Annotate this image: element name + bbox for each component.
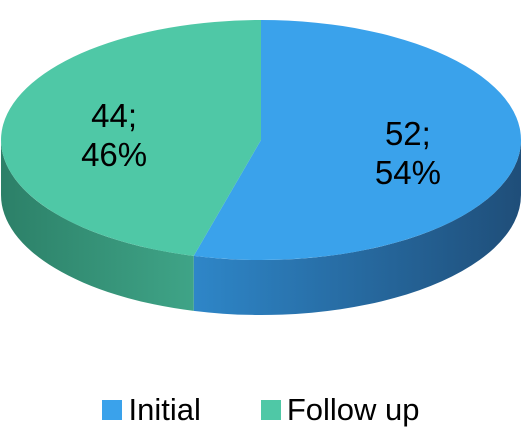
data-label-value-initial: 52;	[385, 115, 431, 152]
legend-swatch-initial	[102, 400, 123, 420]
pie-side-initial	[193, 140, 521, 315]
legend-item-initial: Initial	[102, 392, 201, 428]
pie-chart-canvas: 52;54% 44;46%	[1, 20, 522, 315]
legend-label-follow-up: Follow up	[286, 392, 420, 427]
legend-swatch-follow-up	[260, 400, 281, 420]
pie-side-follow-up	[1, 140, 194, 311]
data-label-percent-initial: 54%	[375, 154, 441, 191]
legend-label-initial: Initial	[128, 392, 201, 427]
pie-slice-initial	[193, 20, 522, 260]
chart-legend: Initial Follow up	[0, 392, 522, 428]
pie-slice-follow-up	[1, 20, 261, 256]
data-label-percent-follow-up: 46%	[81, 136, 147, 173]
legend-item-follow-up: Follow up	[260, 392, 420, 428]
data-label-value-follow-up: 44;	[91, 97, 137, 134]
